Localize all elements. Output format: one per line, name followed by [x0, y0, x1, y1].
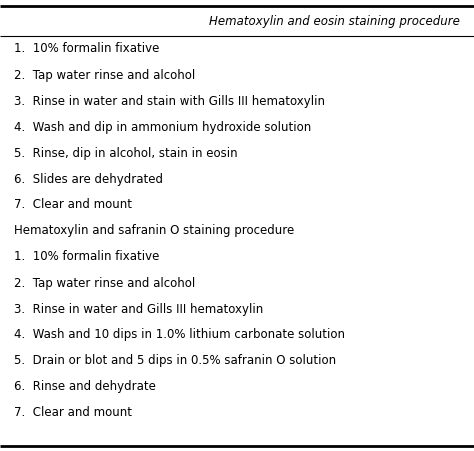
Text: 2.  Tap water rinse and alcohol: 2. Tap water rinse and alcohol	[14, 276, 195, 289]
Text: Hematoxylin and safranin O staining procedure: Hematoxylin and safranin O staining proc…	[14, 224, 294, 237]
Text: 1.  10% formalin fixative: 1. 10% formalin fixative	[14, 250, 159, 263]
Text: Hematoxylin and eosin staining procedure: Hematoxylin and eosin staining procedure	[209, 15, 460, 28]
Text: 2.  Tap water rinse and alcohol: 2. Tap water rinse and alcohol	[14, 69, 195, 81]
Text: 5.  Rinse, dip in alcohol, stain in eosin: 5. Rinse, dip in alcohol, stain in eosin	[14, 146, 237, 159]
Text: 1.  10% formalin fixative: 1. 10% formalin fixative	[14, 42, 159, 55]
Text: 6.  Rinse and dehydrate: 6. Rinse and dehydrate	[14, 380, 156, 393]
Text: 3.  Rinse in water and Gills III hematoxylin: 3. Rinse in water and Gills III hematoxy…	[14, 302, 263, 315]
Text: 7.  Clear and mount: 7. Clear and mount	[14, 405, 132, 419]
Text: 7.  Clear and mount: 7. Clear and mount	[14, 198, 132, 211]
Text: 4.  Wash and dip in ammonium hydroxide solution: 4. Wash and dip in ammonium hydroxide so…	[14, 120, 311, 133]
Text: 4.  Wash and 10 dips in 1.0% lithium carbonate solution: 4. Wash and 10 dips in 1.0% lithium carb…	[14, 328, 345, 341]
Text: 3.  Rinse in water and stain with Gills III hematoxylin: 3. Rinse in water and stain with Gills I…	[14, 94, 325, 107]
Text: 5.  Drain or blot and 5 dips in 0.5% safranin O solution: 5. Drain or blot and 5 dips in 0.5% safr…	[14, 354, 336, 367]
Text: 6.  Slides are dehydrated: 6. Slides are dehydrated	[14, 172, 163, 185]
